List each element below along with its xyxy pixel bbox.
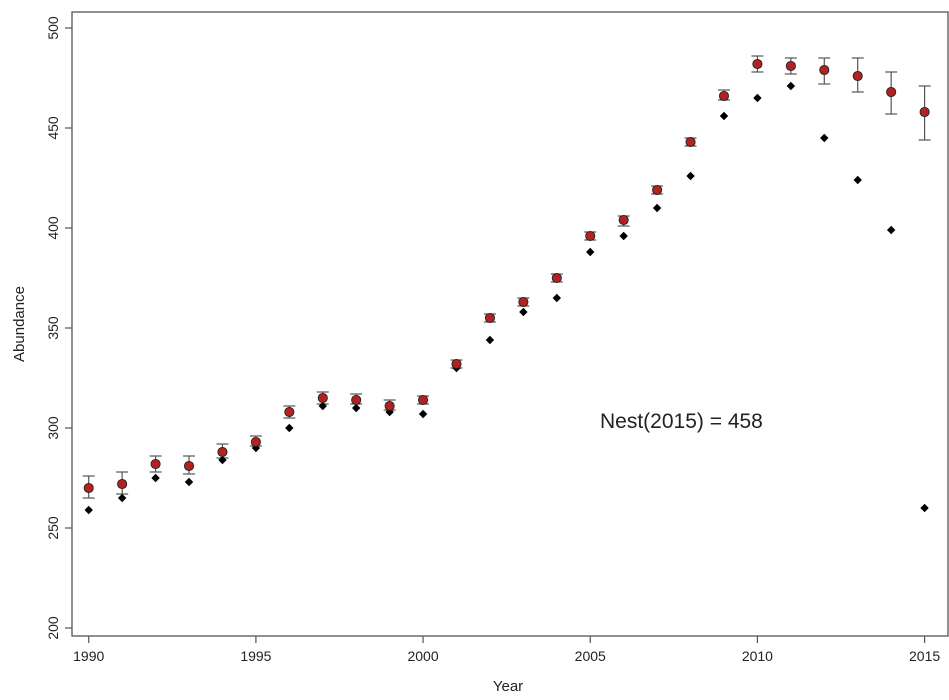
observed-point: [686, 171, 695, 181]
y-tick-label: 400: [45, 216, 61, 240]
observed-point: [418, 409, 428, 419]
estimate-point: [919, 106, 930, 118]
x-tick-label: 1995: [240, 648, 271, 664]
observed-point: [586, 247, 595, 257]
observed-point: [184, 477, 194, 487]
y-tick-label: 500: [45, 16, 61, 40]
y-tick-label: 300: [45, 416, 61, 440]
observed-point: [285, 423, 294, 433]
annotation-text: Nest(2015) = 458: [600, 410, 763, 433]
observed-point: [920, 503, 929, 513]
estimate-point: [752, 58, 763, 70]
observed-point: [820, 133, 829, 143]
observed-point: [753, 93, 762, 103]
estimate-point: [852, 70, 863, 82]
error-bars: [82, 55, 931, 499]
estimate-point: [585, 230, 596, 242]
estimate-point: [183, 460, 195, 472]
estimate-point: [351, 394, 362, 406]
observed-point: [786, 81, 796, 91]
observed-point: [619, 231, 628, 241]
y-tick-label: 250: [45, 516, 61, 540]
observed-point: [151, 473, 160, 483]
observed-point: [552, 293, 562, 303]
estimate-point: [551, 272, 562, 284]
estimate-point: [384, 400, 395, 412]
observed-point: [318, 401, 327, 411]
estimate-point: [685, 136, 696, 148]
observed-point: [84, 505, 93, 515]
estimate-point: [518, 296, 529, 308]
estimate-point: [83, 482, 94, 494]
observed-point: [853, 175, 862, 185]
estimate-point: [117, 478, 128, 490]
plot-frame: [71, 11, 949, 637]
observed-point: [218, 455, 227, 465]
y-tick-label: 450: [45, 116, 61, 140]
x-tick-label: 2015: [909, 648, 940, 664]
x-axis-title: Year: [493, 678, 523, 695]
x-tick-label: 2005: [575, 648, 606, 664]
estimate-point: [886, 86, 897, 98]
estimate-point: [250, 436, 261, 448]
estimate-point: [451, 358, 462, 370]
estimate-point: [217, 446, 228, 458]
estimate-point: [618, 214, 629, 226]
observed-point: [519, 307, 528, 317]
y-axis-title: Abundance: [11, 286, 28, 362]
x-axis: 1990 1995 2000 2005 2010 2015: [73, 636, 940, 664]
y-tick-label: 200: [45, 616, 61, 640]
observed-point: [485, 335, 495, 345]
estimate-point: [652, 184, 663, 196]
estimate-point: [819, 64, 830, 76]
y-tick-label: 350: [45, 316, 61, 340]
observed-points: [84, 81, 929, 515]
observed-point: [886, 225, 896, 235]
estimate-point: [150, 458, 161, 470]
estimate-point: [284, 406, 295, 418]
observed-point: [719, 111, 729, 121]
observed-point: [652, 203, 662, 213]
estimate-point: [484, 312, 495, 324]
x-tick-label: 1990: [73, 648, 104, 664]
observed-point: [117, 493, 127, 503]
estimate-point: [317, 392, 328, 404]
observed-point: [351, 403, 361, 413]
estimate-point: [418, 394, 429, 406]
estimate-point: [785, 60, 796, 72]
estimate-point: [718, 90, 730, 102]
x-tick-label: 2010: [742, 648, 773, 664]
x-tick-label: 2000: [407, 648, 438, 664]
y-axis: 200 250 300 350 400 450 500: [45, 16, 72, 640]
estimate-points: [83, 58, 930, 494]
